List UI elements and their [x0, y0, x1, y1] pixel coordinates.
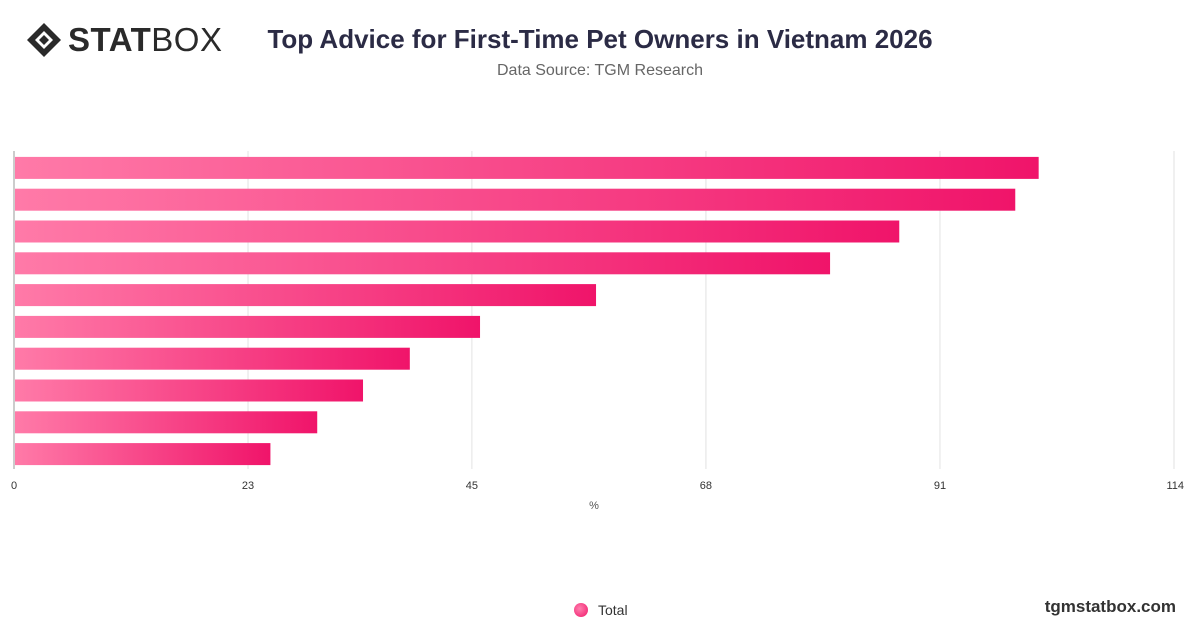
bar-total[interactable]: [15, 252, 831, 275]
x-tick-label: 23: [242, 480, 254, 492]
bar-total[interactable]: [15, 379, 364, 402]
site-url: tgmstatbox.com: [1044, 597, 1176, 616]
bar-total[interactable]: [15, 347, 410, 370]
x-tick-label: 68: [700, 480, 712, 492]
bar-total[interactable]: [15, 156, 1039, 179]
x-tick-label: 91: [934, 480, 946, 492]
chart-title: Top Advice for First-Time Pet Owners in …: [267, 24, 933, 54]
bar-total[interactable]: [15, 284, 597, 307]
bar-total[interactable]: [15, 443, 271, 466]
statbox-logo: STATBOX: [26, 22, 222, 58]
legend-label: Total: [598, 602, 628, 618]
bar-total[interactable]: [15, 411, 318, 434]
bar-total[interactable]: [15, 220, 900, 243]
logo-text-light: BOX: [151, 21, 223, 58]
logo-text-bold: STAT: [68, 21, 152, 58]
logo-text: STATBOX: [68, 22, 222, 58]
x-tick-label: 45: [466, 480, 478, 492]
bar-total[interactable]: [15, 315, 481, 338]
diamond-logo-icon: [27, 23, 61, 57]
bar-total[interactable]: [15, 188, 1016, 211]
x-tick-label: 0: [11, 480, 17, 492]
chart-subtitle: Data Source: TGM Research: [496, 62, 703, 79]
legend[interactable]: Total: [574, 602, 628, 618]
x-tick-label: 114: [1166, 480, 1184, 492]
legend-marker-icon: [574, 603, 588, 617]
x-axis-label: %: [589, 500, 599, 512]
